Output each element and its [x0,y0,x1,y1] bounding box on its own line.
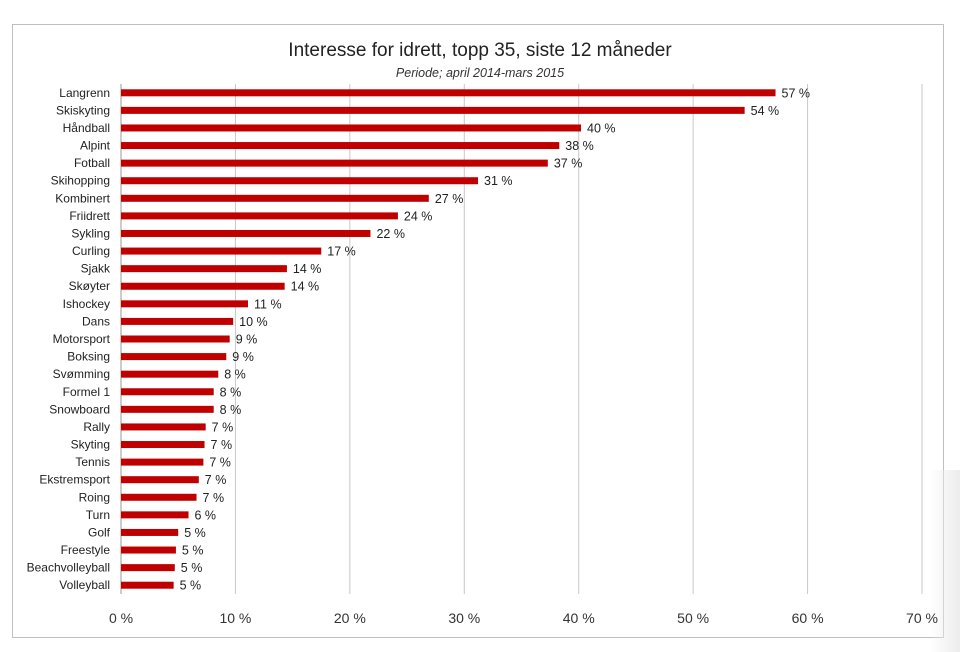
category-label: Håndball [63,121,110,135]
bar [121,423,206,431]
x-tick-label: 20 % [334,610,366,626]
data-label: 11 % [254,297,282,311]
data-label: 14 % [291,280,320,294]
bar [121,564,175,572]
category-label: Curling [72,244,110,258]
data-label: 57 % [782,86,811,100]
chart-subtitle: Periode; april 2014-mars 2015 [395,66,565,80]
data-label: 31 % [484,174,513,188]
bar [121,476,199,484]
data-label: 5 % [184,526,206,540]
chart-title: Interesse for idrett, topp 35, siste 12 … [288,40,672,61]
category-label: Skyting [71,438,110,452]
bar [121,89,776,97]
data-label: 40 % [587,121,616,135]
data-label: 8 % [220,385,242,399]
category-label: Snowboard [49,402,110,416]
bar [121,511,189,519]
data-label: 5 % [180,579,202,593]
bar [121,124,582,132]
bar [121,493,197,501]
category-label: Beachvolleyball [27,561,110,575]
bar [121,546,176,554]
data-label: 22 % [376,227,405,241]
data-label: 7 % [212,420,234,434]
data-label: 6 % [195,508,217,522]
category-label: Friidrett [69,209,110,223]
category-label: Ishockey [63,297,110,311]
category-label: Skihopping [51,174,110,188]
category-label: Formel 1 [63,385,111,399]
data-label: 37 % [554,157,583,171]
category-label: Freestyle [61,543,111,557]
category-label: Sykling [71,226,110,240]
x-tick-label: 60 % [792,610,824,626]
bar [121,282,285,290]
bar [121,335,230,343]
bar [121,247,322,255]
category-label: Langrenn [59,86,110,100]
category-label: Tennis [75,455,110,469]
bar [121,528,179,536]
data-label: 17 % [327,245,356,259]
bar [121,159,548,167]
category-label: Skiskyting [56,103,110,117]
x-tick-label: 30 % [448,610,480,626]
data-label: 8 % [220,403,242,417]
bar [121,405,214,413]
data-label: 5 % [182,544,204,558]
data-label: 8 % [224,368,246,382]
bar [121,370,219,378]
bar [121,300,249,308]
data-label: 24 % [404,209,433,223]
category-label: Svømming [53,367,110,381]
data-label: 27 % [435,192,464,206]
data-label: 38 % [565,139,594,153]
background-shade [930,470,960,652]
data-label: 9 % [236,333,258,347]
bar [121,194,429,202]
bar [121,265,287,273]
data-label: 7 % [209,456,231,470]
data-label: 14 % [293,262,322,276]
category-label: Fotball [74,156,110,170]
category-label: Rally [83,420,110,434]
x-tick-label: 50 % [677,610,709,626]
bar [121,458,204,466]
bar [121,229,371,237]
category-label: Roing [79,490,110,504]
data-label: 7 % [203,491,225,505]
data-label: 5 % [181,561,203,575]
category-label: Motorsport [53,332,111,346]
category-label: Dans [82,314,110,328]
bar [121,581,174,589]
bar [121,353,227,361]
bar [121,388,214,396]
category-label: Sjakk [81,262,111,276]
data-label: 9 % [232,350,254,364]
x-tick-label: 70 % [906,610,938,626]
bar [121,142,560,150]
bar [121,106,745,114]
category-label: Ekstremsport [39,473,110,487]
x-tick-label: 0 % [109,610,133,626]
data-label: 7 % [205,473,227,487]
category-label: Volleyball [59,578,110,592]
category-label: Golf [88,525,111,539]
x-tick-label: 40 % [563,610,595,626]
bar [121,212,398,220]
category-label: Skøyter [69,279,110,293]
category-label: Kombinert [55,191,110,205]
category-label: Boksing [67,350,110,364]
bar [121,177,479,185]
category-label: Turn [86,508,110,522]
x-tick-label: 10 % [219,610,251,626]
data-label: 10 % [239,315,268,329]
bar [121,317,234,325]
data-label: 7 % [211,438,233,452]
data-label: 54 % [751,104,780,118]
category-label: Alpint [80,139,111,153]
bar [121,441,205,449]
